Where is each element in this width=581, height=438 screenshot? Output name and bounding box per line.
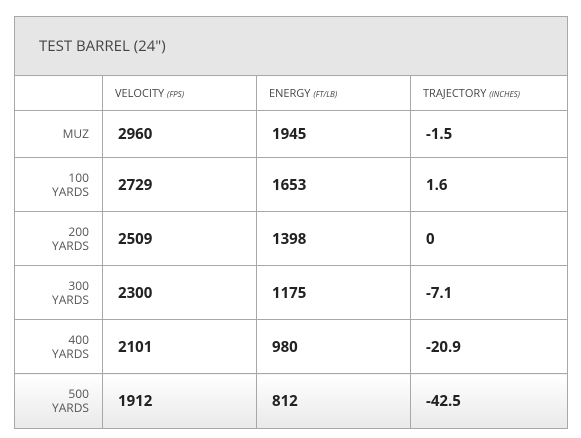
- cell: 980: [256, 319, 411, 374]
- data-row: 300 YARDS 2300 1175 -7.1: [14, 265, 569, 320]
- row-label-text: MUZ: [62, 125, 89, 142]
- empty-header: [14, 75, 103, 111]
- data-row: 100 YARDS 2729 1653 1.6: [14, 157, 569, 212]
- cell: 2729: [102, 157, 257, 212]
- column-header: ENERGY (FT/LB): [256, 75, 411, 111]
- row-label-text: 300 YARDS: [52, 276, 89, 308]
- cell: 1175: [256, 265, 411, 320]
- row-label: 200 YARDS: [14, 211, 103, 266]
- cell: 1653: [256, 157, 411, 212]
- cell: -7.1: [409, 265, 569, 320]
- cell: 2300: [102, 265, 257, 320]
- table: TEST BARREL (24") VELOCITY (FPS) ENERGY (…: [13, 16, 569, 429]
- column-header: TRAJECTORY (INCHES): [409, 75, 569, 111]
- data-row: 400 YARDS 2101 980 -20.9: [14, 319, 569, 374]
- column-header-row: VELOCITY (FPS) ENERGY (FT/LB) TRAJECTORY (…: [14, 75, 569, 111]
- column-unit: (INCHES): [489, 88, 520, 100]
- cell: 1398: [256, 211, 411, 266]
- row-label-text: 400 YARDS: [52, 330, 89, 362]
- cell: -42.5: [409, 373, 569, 429]
- cell: 2509: [102, 211, 257, 266]
- cell: 0: [409, 211, 569, 266]
- column-label: VELOCITY: [115, 85, 165, 101]
- cell: -1.5: [409, 110, 569, 158]
- cell: 2101: [102, 319, 257, 374]
- cell: 2960: [102, 110, 257, 158]
- table-title: TEST BARREL (24"): [13, 16, 569, 76]
- data-row: 200 YARDS 2509 1398 0: [14, 211, 569, 266]
- column-unit: (FPS): [167, 88, 184, 100]
- row-label-text: 500 YARDS: [52, 385, 89, 416]
- ballistics-table: TEST BARREL (24") VELOCITY (FPS) ENERGY (…: [13, 16, 569, 429]
- cell: 1945: [256, 110, 411, 158]
- column-unit: (FT/LB): [313, 88, 338, 100]
- cell: 1.6: [409, 157, 569, 212]
- cell: 812: [256, 373, 411, 429]
- cell: -20.9: [409, 319, 569, 374]
- data-row: 500 YARDS 1912 812 -42.5: [14, 373, 569, 429]
- column-label: TRAJECTORY: [423, 85, 487, 101]
- cell: 1912: [102, 373, 257, 429]
- row-label-text: 100 YARDS: [52, 168, 89, 200]
- row-label: 500 YARDS: [14, 373, 103, 429]
- row-label: 300 YARDS: [14, 265, 103, 320]
- column-label: ENERGY: [269, 85, 311, 101]
- data-row: MUZ 2960 1945 -1.5: [14, 110, 569, 158]
- column-header: VELOCITY (FPS): [102, 75, 257, 111]
- row-label: 400 YARDS: [14, 319, 103, 374]
- row-label-text: 200 YARDS: [52, 222, 89, 254]
- row-label: MUZ: [14, 110, 103, 158]
- row-label: 100 YARDS: [14, 157, 103, 212]
